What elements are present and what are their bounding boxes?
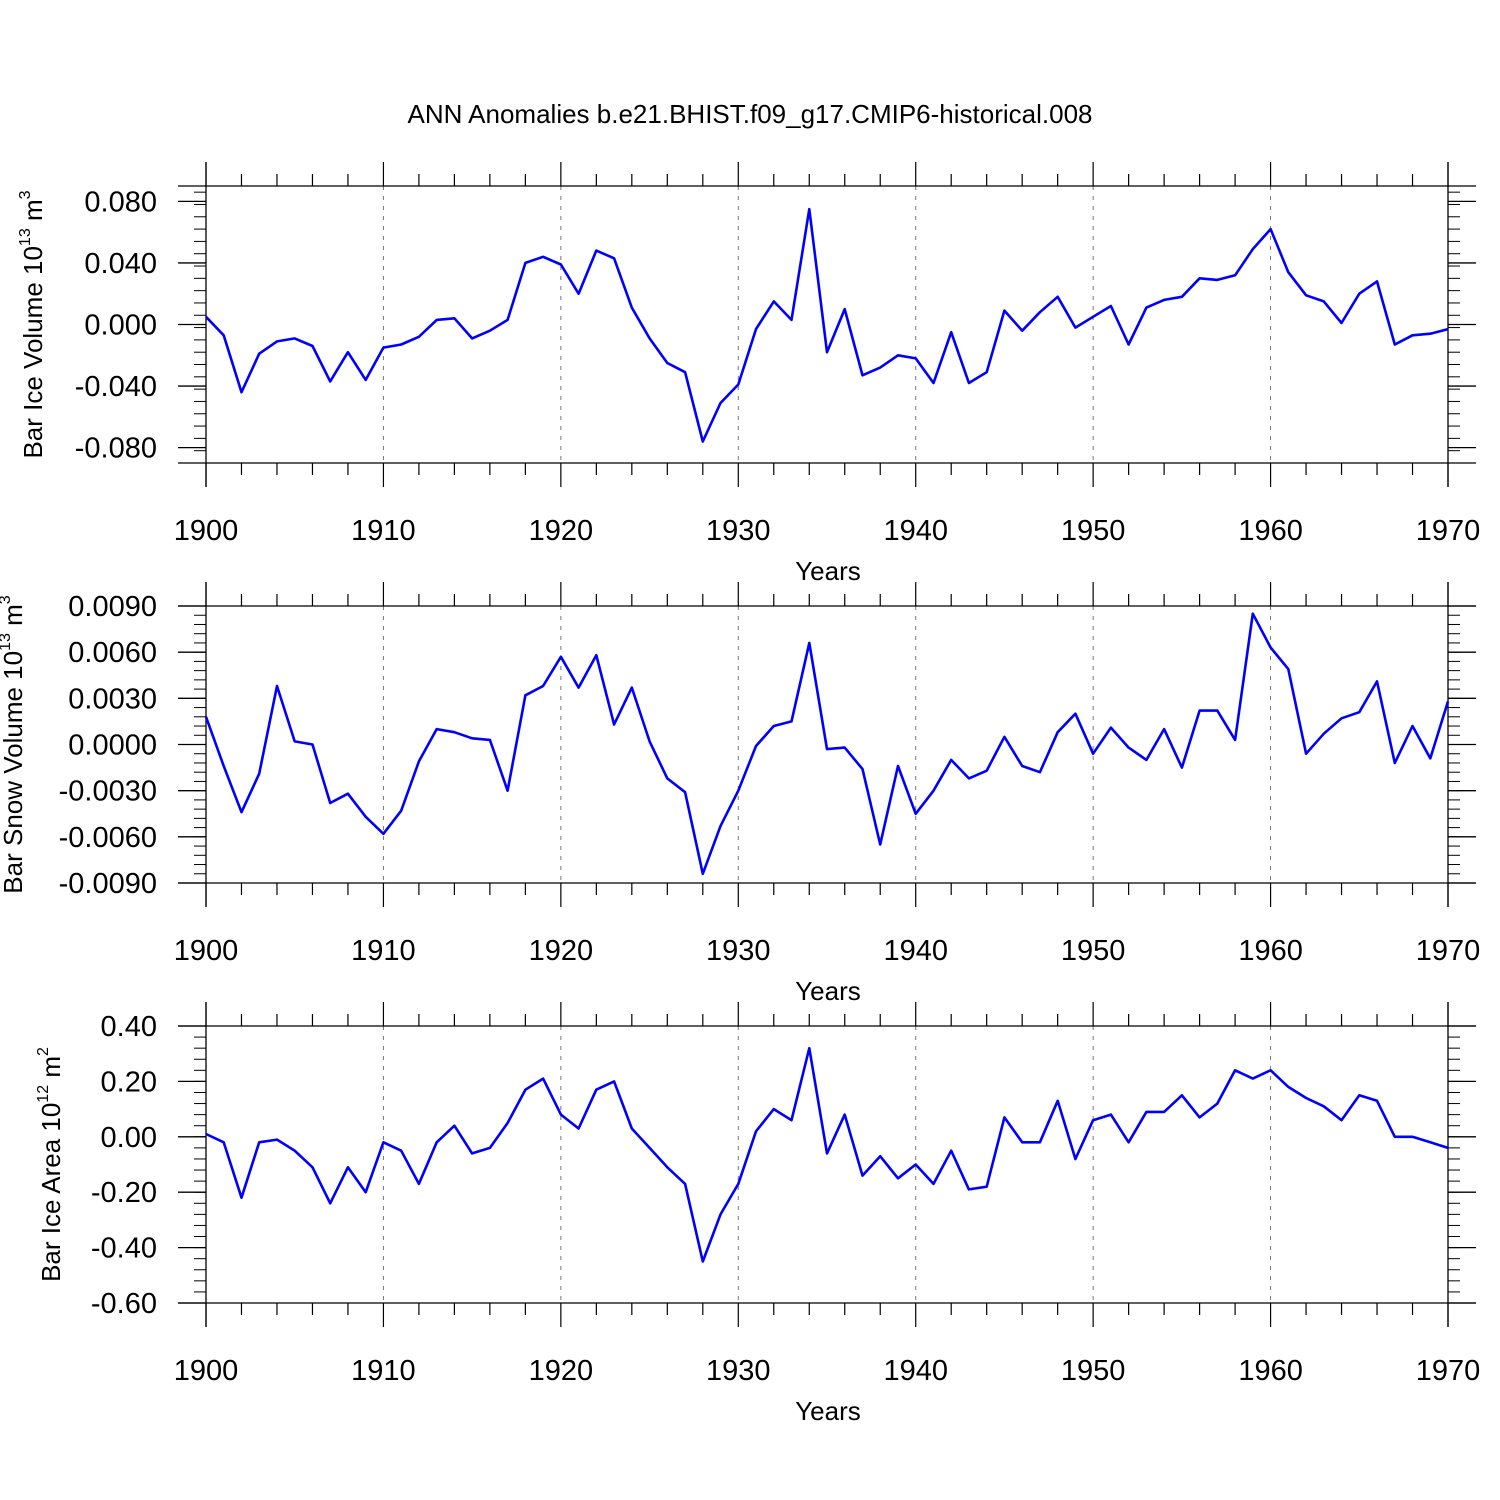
x-axis-label: Years bbox=[795, 556, 861, 586]
y-tick-label: -0.60 bbox=[91, 1288, 157, 1320]
y-axis-label: Bar Snow Volume 1013 m3 bbox=[0, 595, 28, 894]
x-tick-label: 1960 bbox=[1238, 935, 1303, 967]
x-tick-label: 1900 bbox=[174, 1355, 239, 1387]
chart-panel-2: -0.0090 -0.0060 -0.0030 0.0000 0.0030 0.0060 0… bbox=[0, 582, 1480, 1006]
y-tick-label: 0.000 bbox=[84, 310, 157, 342]
x-tick-label: 1970 bbox=[1416, 515, 1481, 547]
x-tick-label: 1920 bbox=[529, 1355, 594, 1387]
y-tick-label: 0.0090 bbox=[68, 591, 157, 623]
y-tick-label: -0.0030 bbox=[59, 776, 157, 808]
y-tick-label: -0.080 bbox=[75, 433, 157, 465]
y-tick-label: -0.0090 bbox=[59, 868, 157, 900]
series-line bbox=[205, 1046, 1449, 1263]
x-tick-label: 1960 bbox=[1238, 515, 1303, 547]
x-tick-label: 1940 bbox=[883, 935, 948, 967]
y-tick-label: -0.040 bbox=[75, 371, 157, 403]
x-tick-label: 1930 bbox=[706, 1355, 771, 1387]
x-tick-label: 1910 bbox=[351, 935, 416, 967]
y-tick-label: 0.00 bbox=[101, 1122, 157, 1154]
x-tick-label: 1970 bbox=[1416, 1355, 1481, 1387]
x-axis-label: Years bbox=[795, 1396, 861, 1426]
x-tick-label: 1960 bbox=[1238, 1355, 1303, 1387]
y-axis-label: Bar Ice Area 1012 m2 bbox=[35, 1047, 66, 1282]
y-tick-label: 0.0030 bbox=[68, 683, 157, 715]
y-tick-label: 0.0060 bbox=[68, 637, 157, 669]
series-line bbox=[204, 612, 1450, 876]
x-tick-label: 1940 bbox=[883, 515, 948, 547]
x-tick-label: 1950 bbox=[1061, 1355, 1126, 1387]
y-tick-label: -0.0060 bbox=[59, 822, 157, 854]
chart-panel-3: -0.60 -0.40 -0.20 0.00 0.20 0.40 1900 1910 1920 1… bbox=[35, 1002, 1480, 1426]
y-tick-label: 0.20 bbox=[101, 1066, 157, 1098]
y-tick-label: 0.0000 bbox=[68, 730, 157, 762]
x-tick-label: 1950 bbox=[1061, 935, 1126, 967]
y-tick-label: 0.080 bbox=[84, 186, 157, 218]
x-axis-label: Years bbox=[795, 976, 861, 1006]
series-line bbox=[205, 207, 1449, 443]
y-tick-label: 0.40 bbox=[101, 1011, 157, 1043]
x-tick-label: 1910 bbox=[351, 515, 416, 547]
chart-panel-1: -0.080 -0.040 0.000 0.040 0.080 1900 1910 1920 1… bbox=[17, 162, 1480, 586]
chart-panels: -0.080 -0.040 0.000 0.040 0.080 1900 1910 1920 1… bbox=[0, 162, 1480, 1426]
x-tick-label: 1900 bbox=[174, 515, 239, 547]
x-tick-label: 1950 bbox=[1061, 515, 1126, 547]
x-tick-label: 1910 bbox=[351, 1355, 416, 1387]
x-tick-label: 1930 bbox=[706, 935, 771, 967]
x-tick-label: 1970 bbox=[1416, 935, 1481, 967]
x-tick-label: 1900 bbox=[174, 935, 239, 967]
y-tick-label: 0.040 bbox=[84, 248, 157, 280]
x-tick-label: 1920 bbox=[529, 935, 594, 967]
x-tick-label: 1920 bbox=[529, 515, 594, 547]
chart-title: ANN Anomalies b.e21.BHIST.f09_g17.CMIP6-… bbox=[407, 99, 1092, 129]
y-axis-label: Bar Ice Volume 1013 m3 bbox=[17, 190, 48, 458]
y-tick-label: -0.20 bbox=[91, 1177, 157, 1209]
y-tick-label: -0.40 bbox=[91, 1233, 157, 1265]
x-tick-label: 1930 bbox=[706, 515, 771, 547]
x-tick-label: 1940 bbox=[883, 1355, 948, 1387]
